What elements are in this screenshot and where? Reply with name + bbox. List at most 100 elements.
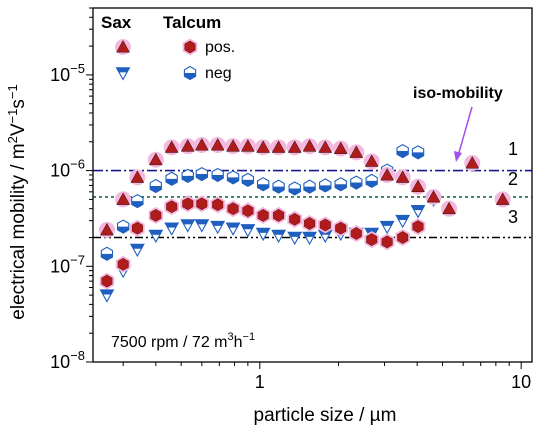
data-point [164, 198, 179, 216]
data-point [210, 220, 226, 235]
data-point [410, 218, 426, 236]
data-point [99, 289, 115, 303]
series-talcum-neg [100, 143, 425, 261]
reference-line-label-1: 1 [508, 139, 518, 159]
series-sax-pos [98, 137, 511, 238]
data-point [364, 231, 380, 249]
data-point [130, 219, 145, 237]
data-point [98, 221, 115, 238]
legend-label-neg: neg [205, 65, 232, 82]
axes: 1 10 10−8 10−7 10−6 10−5 [50, 7, 533, 392]
data-point [193, 137, 210, 154]
data-point [256, 177, 270, 192]
data-point [195, 166, 209, 182]
series-talcum-pos [99, 195, 426, 290]
data-point [255, 139, 272, 156]
data-point [395, 214, 411, 229]
y-tick-label: 10−7 [50, 252, 85, 276]
data-point [209, 137, 226, 154]
data-point [99, 272, 115, 290]
data-point [211, 167, 224, 183]
data-point [100, 246, 114, 261]
iso-mobility-label: iso-mobility [413, 85, 503, 102]
data-point [410, 205, 426, 219]
data-point [180, 195, 196, 213]
y-axis-title: electrical mobility / m2V−1s−1 [5, 84, 29, 319]
data-point [410, 178, 427, 195]
data-point [271, 206, 286, 224]
data-point [129, 243, 145, 258]
data-point [210, 196, 226, 214]
data-point [148, 229, 164, 244]
data-point [225, 222, 241, 236]
data-point [225, 200, 241, 218]
data-point [379, 233, 395, 251]
data-point [255, 206, 271, 224]
data-point [225, 138, 242, 155]
data-point [115, 255, 131, 273]
data-point [363, 153, 380, 170]
legend-header-sax: Sax [101, 13, 132, 32]
data-point [240, 224, 256, 238]
data-point [365, 173, 378, 189]
data-point [411, 145, 425, 160]
data-point [226, 170, 240, 185]
data-point [288, 181, 301, 196]
data-point [302, 231, 318, 246]
legend-marker-talcum-pos [182, 38, 198, 56]
reference-line-label-3: 3 [508, 207, 518, 227]
data-point [270, 139, 287, 156]
data-point [332, 140, 349, 157]
data-point [317, 216, 333, 234]
reference-line-label-2: 2 [508, 169, 518, 189]
data-point [334, 177, 347, 192]
data-point [239, 138, 256, 155]
y-tick-label: 10−6 [50, 157, 85, 181]
y-tick-label: 10−8 [50, 348, 85, 372]
legend-marker-sax-neg [115, 67, 131, 81]
data-point [287, 231, 303, 246]
data-point [396, 143, 409, 159]
legend-marker-sax-pos [115, 39, 131, 55]
reference-lines [93, 169, 532, 239]
data-point [348, 144, 365, 161]
data-point [317, 139, 334, 156]
legend: Sax Talcum pos. neg [101, 13, 235, 82]
data-point [333, 219, 349, 237]
data-point [179, 138, 196, 155]
condition-annotation: 7500 rpm / 72 m3h−1 [111, 331, 255, 351]
data-point [425, 188, 442, 205]
data-point [194, 195, 210, 213]
data-point [394, 169, 411, 186]
data-point [319, 178, 332, 193]
data-point [302, 215, 317, 232]
data-point [441, 200, 458, 217]
data-point [272, 179, 285, 194]
y-tick-label: 10−5 [50, 61, 85, 85]
x-axis-title: particle size / µm [254, 405, 397, 426]
data-point [194, 219, 210, 233]
data-point [301, 138, 318, 155]
data-point [116, 219, 130, 234]
data-point [494, 191, 511, 208]
data-point [464, 155, 481, 172]
data-markers [98, 137, 511, 303]
data-point [241, 172, 255, 188]
data-point [180, 219, 196, 233]
data-point [147, 151, 164, 168]
data-point [164, 222, 180, 236]
data-point [149, 178, 162, 194]
data-point [395, 229, 410, 246]
data-point [115, 191, 132, 208]
data-point [240, 202, 256, 220]
iso-mobility-arrowhead [454, 151, 462, 162]
data-point [349, 225, 364, 242]
data-point [181, 168, 194, 184]
iso-mobility-arrow [457, 106, 473, 157]
data-point [379, 166, 396, 183]
data-point [379, 220, 395, 235]
data-point [129, 169, 146, 186]
data-point [286, 139, 303, 156]
x-tick-label: 1 [255, 372, 265, 392]
